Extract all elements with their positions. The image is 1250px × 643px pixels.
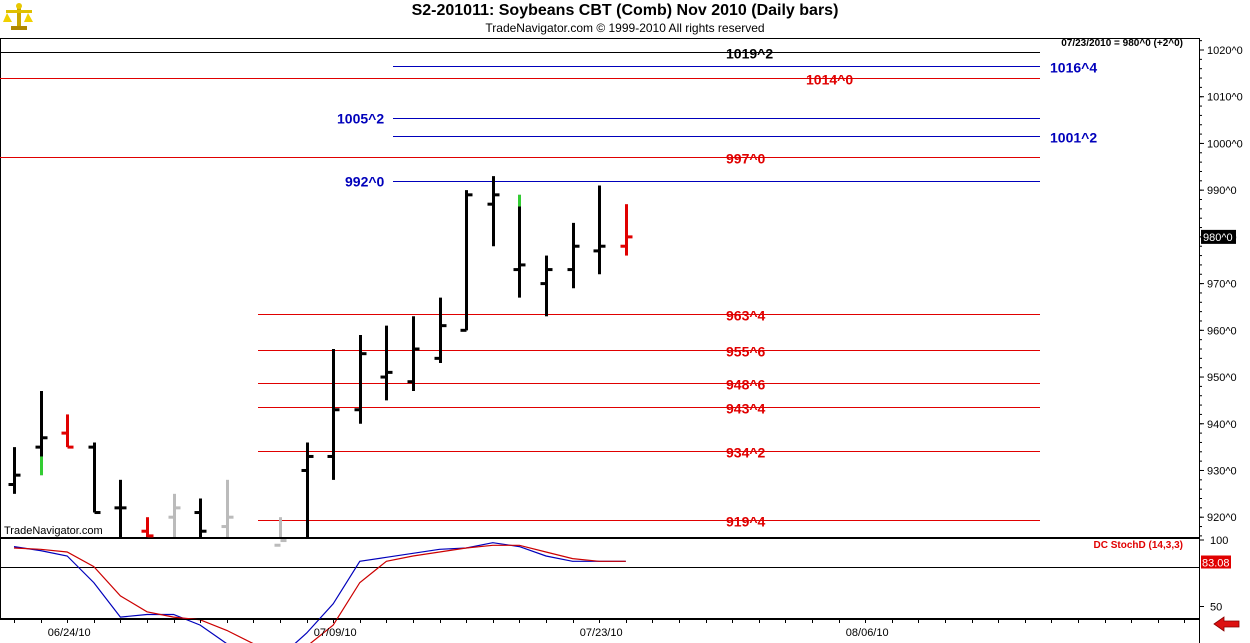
level-label: 992^0 bbox=[345, 174, 385, 190]
level-label: 934^2 bbox=[726, 445, 766, 461]
level-label: 997^0 bbox=[726, 151, 766, 167]
level-label: 1005^2 bbox=[337, 111, 384, 127]
oscillator-series-line bbox=[13, 544, 626, 643]
chart-title: S2-201011: Soybeans CBT (Comb) Nov 2010 … bbox=[411, 2, 839, 19]
oscillator-last-badge bbox=[1201, 555, 1231, 569]
level-label: 1019^2 bbox=[726, 46, 773, 62]
oscillator-tick-label: 100 bbox=[1210, 535, 1228, 547]
level-label: 1016^4 bbox=[1050, 60, 1097, 76]
y-axis-tick-label: 1010^0 bbox=[1207, 92, 1243, 104]
y-axis-tick-label: 960^0 bbox=[1207, 325, 1237, 337]
chart-subtitle: TradeNavigator.com © 1999-2010 All right… bbox=[485, 21, 765, 35]
y-axis-tick-label: 970^0 bbox=[1207, 279, 1237, 291]
oscillator-panel-frame bbox=[0, 538, 1200, 619]
level-label: 919^4 bbox=[726, 514, 766, 530]
level-label: 1014^0 bbox=[806, 72, 853, 88]
last-price-label: 980^0 bbox=[1203, 232, 1233, 244]
scales-logo-icon bbox=[2, 2, 36, 32]
price-panel-frame bbox=[0, 38, 1200, 538]
y-axis-tick-label: 1020^0 bbox=[1207, 45, 1243, 57]
x-axis-date-label: 07/23/10 bbox=[580, 627, 623, 639]
level-label: 955^6 bbox=[726, 344, 766, 360]
oscillator-title: DC StochD (14,3,3) bbox=[1094, 540, 1183, 551]
oscillator-tick-label: 50 bbox=[1210, 602, 1222, 614]
y-axis-tick-label: 930^0 bbox=[1207, 465, 1237, 477]
last-price-badge bbox=[1201, 229, 1236, 244]
level-label: 943^4 bbox=[726, 401, 766, 417]
y-axis-tick-label: 940^0 bbox=[1207, 419, 1237, 431]
oscillator-series-line bbox=[13, 542, 626, 643]
watermark-text: TradeNavigator.com bbox=[4, 525, 103, 537]
x-axis-date-label: 07/09/10 bbox=[314, 627, 357, 639]
level-label: 963^4 bbox=[726, 308, 766, 324]
y-axis-tick-label: 950^0 bbox=[1207, 372, 1237, 384]
x-axis-date-label: 06/24/10 bbox=[48, 627, 91, 639]
level-label: 1001^2 bbox=[1050, 130, 1097, 146]
level-label: 948^6 bbox=[726, 377, 766, 393]
back-arrow-icon[interactable] bbox=[1212, 615, 1242, 633]
y-axis-tick-label: 920^0 bbox=[1207, 512, 1237, 524]
oscillator-last-label: 83.08 bbox=[1202, 558, 1230, 570]
x-axis-date-label: 08/06/10 bbox=[846, 627, 889, 639]
y-axis-tick-label: 1000^0 bbox=[1207, 138, 1243, 150]
info-text: 07/23/2010 = 980^0 (+2^0) bbox=[1061, 38, 1183, 49]
y-axis-tick-label: 990^0 bbox=[1207, 185, 1237, 197]
